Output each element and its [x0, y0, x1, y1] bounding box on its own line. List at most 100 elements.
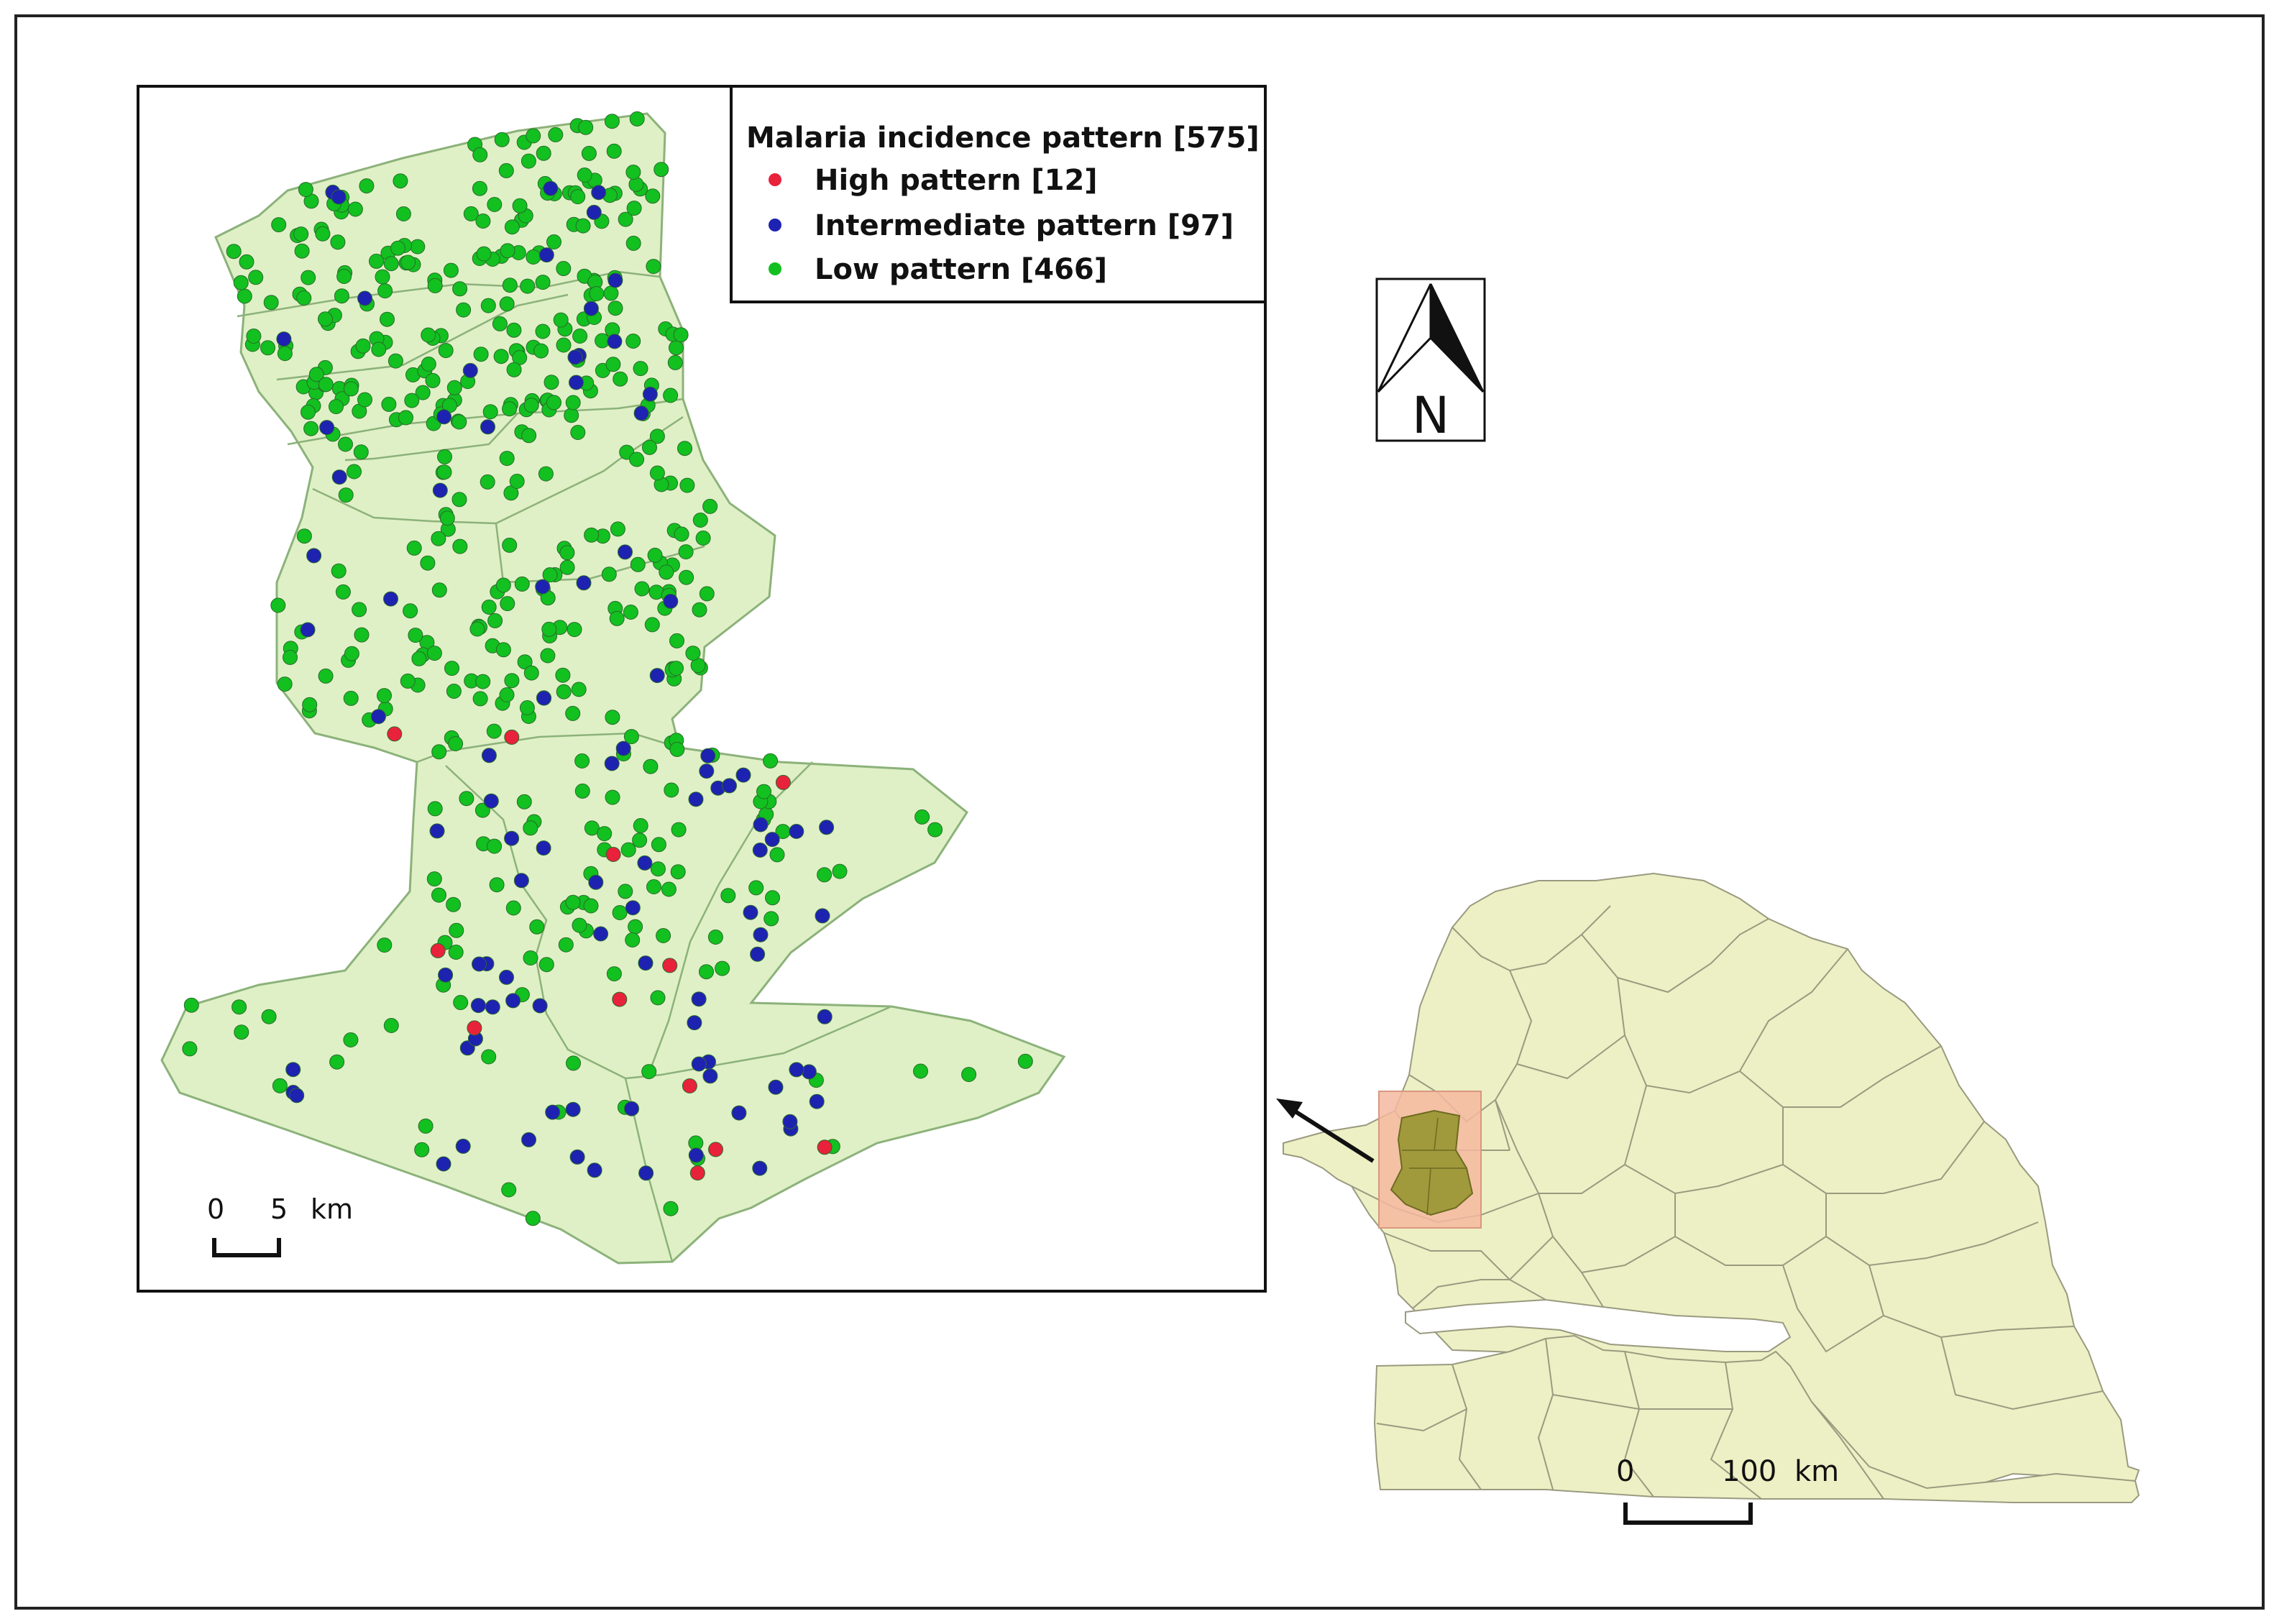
incidence-point: [514, 576, 530, 592]
incidence-point: [587, 1162, 602, 1178]
incidence-point: [540, 648, 556, 664]
incidence-point: [586, 204, 602, 220]
incidence-point: [756, 784, 771, 799]
incidence-point: [801, 1064, 817, 1080]
country-boundary: [1383, 1232, 1554, 1281]
incidence-point: [470, 998, 486, 1014]
incidence-point: [506, 362, 522, 377]
incidence-point: [473, 347, 489, 362]
incidence-point: [499, 687, 515, 702]
incidence-point: [398, 410, 413, 426]
country-internal-boundaries: [1351, 905, 2104, 1500]
incidence-point: [404, 393, 420, 408]
boundary-line: [276, 293, 569, 381]
incidence-point: [576, 575, 592, 591]
incidence-point: [504, 729, 520, 745]
incidence-point: [359, 178, 375, 194]
study-area-highlight-region: [1390, 1109, 1474, 1216]
incidence-point: [565, 1101, 581, 1117]
incidence-point: [574, 783, 590, 799]
incidence-point: [570, 189, 586, 205]
incidence-point: [572, 329, 588, 344]
incidence-point: [646, 259, 661, 275]
incidence-point: [347, 201, 363, 217]
incidence-point: [523, 665, 539, 681]
incidence-point: [476, 246, 492, 262]
incidence-point: [395, 206, 411, 221]
incidence-point: [607, 334, 623, 349]
incidence-point: [559, 559, 575, 575]
incidence-point: [584, 527, 600, 543]
incidence-point: [633, 361, 648, 377]
incidence-point: [420, 555, 436, 571]
locator-arrow-head: [1276, 1098, 1303, 1119]
incidence-point: [634, 581, 650, 597]
incidence-point: [662, 958, 678, 973]
incidence-point: [625, 165, 641, 180]
incidence-point: [669, 741, 685, 757]
incidence-point: [431, 582, 447, 598]
incidence-point: [344, 646, 359, 661]
incidence-point: [298, 182, 313, 198]
incidence-point: [331, 189, 347, 205]
incidence-point: [567, 349, 583, 365]
incidence-point: [584, 820, 600, 836]
incidence-point: [607, 301, 623, 316]
incidence-point: [553, 312, 569, 328]
inset-scale-line: [212, 1238, 281, 1257]
incidence-point: [370, 709, 386, 725]
incidence-point: [625, 932, 641, 948]
incidence-point: [817, 1139, 833, 1155]
incidence-point: [502, 401, 518, 417]
incidence-point: [430, 942, 446, 958]
boundary-line: [445, 765, 523, 885]
incidence-point: [649, 668, 665, 684]
incidence-point: [646, 879, 661, 894]
incidence-point: [764, 911, 779, 927]
country-boundary: [1452, 1364, 1482, 1490]
incidence-point: [669, 340, 684, 356]
incidence-point: [679, 569, 694, 585]
incidence-point: [436, 1156, 451, 1172]
incidence-point: [431, 531, 446, 546]
incidence-point: [485, 999, 500, 1015]
incidence-point: [691, 991, 707, 1007]
incidence-point: [765, 890, 780, 906]
incidence-point: [687, 1015, 702, 1031]
incidence-point: [669, 661, 684, 676]
incidence-point: [569, 375, 584, 390]
incidence-point: [329, 399, 344, 415]
country-south-polygon: [1373, 1334, 2140, 1503]
incidence-point: [630, 556, 646, 572]
incidence-point: [677, 441, 692, 457]
incidence-point: [691, 1056, 707, 1072]
incidence-point: [618, 544, 633, 560]
incidence-point: [390, 240, 405, 256]
incidence-point: [448, 736, 464, 751]
incidence-point: [521, 1132, 536, 1147]
incidence-point: [699, 763, 715, 779]
incidence-point: [506, 322, 522, 338]
incidence-point: [431, 744, 447, 760]
incidence-point: [633, 405, 649, 421]
incidence-point: [643, 758, 659, 774]
incidence-point: [410, 239, 426, 254]
incidence-point: [659, 564, 674, 580]
incidence-point: [357, 290, 372, 306]
incidence-point: [581, 145, 597, 161]
incidence-point: [448, 945, 464, 960]
incidence-point: [426, 871, 442, 887]
incidence-point: [493, 349, 509, 364]
incidence-point: [558, 937, 574, 953]
legend: Malaria incidence pattern [575] High pat…: [730, 85, 1267, 303]
incidence-point: [538, 957, 554, 973]
incidence-point: [383, 591, 398, 607]
incidence-point: [577, 168, 592, 183]
incidence-point: [283, 649, 298, 665]
incidence-point: [432, 482, 448, 498]
incidence-point: [535, 324, 551, 339]
incidence-point: [355, 338, 371, 354]
country-scale-start: 0: [1616, 1455, 1634, 1488]
incidence-point: [233, 275, 249, 290]
incidence-point: [519, 700, 535, 715]
